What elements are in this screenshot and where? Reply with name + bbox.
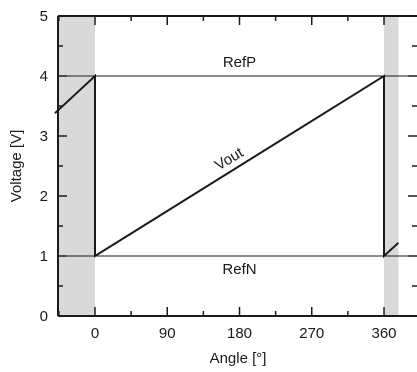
tick-labels: 0 90 180 270 360 0 1 2 3 4 5 (40, 8, 397, 342)
x-tick-label: 360 (371, 325, 396, 342)
shaded-regions (58, 16, 399, 316)
reference-lines (58, 75, 417, 257)
y-axis-label: Voltage [V] (8, 130, 25, 203)
y-tick-label: 5 (40, 8, 48, 25)
x-tick-label: 0 (91, 325, 99, 342)
annotation-refp: RefP (223, 54, 256, 71)
y-tick-label: 0 (40, 308, 48, 325)
y-tick-label: 4 (40, 68, 48, 85)
y-tick-label: 2 (40, 188, 48, 205)
x-axis-label: Angle [°] (210, 350, 267, 367)
annotation-refn: RefN (222, 261, 256, 278)
shaded-region-1 (384, 16, 399, 316)
annotation-vout: Vout (212, 144, 247, 174)
x-tick-label: 180 (227, 325, 252, 342)
y-tick-label: 1 (40, 248, 48, 265)
annotations: RefP RefN Vout (212, 54, 257, 278)
series-line-vout (54, 73, 400, 259)
x-tick-label: 270 (299, 325, 324, 342)
x-tick-label: 90 (159, 325, 176, 342)
series-layer (54, 73, 400, 259)
shaded-region-0 (58, 16, 95, 316)
y-tick-label: 3 (40, 128, 48, 145)
axis-ticks (58, 15, 417, 317)
